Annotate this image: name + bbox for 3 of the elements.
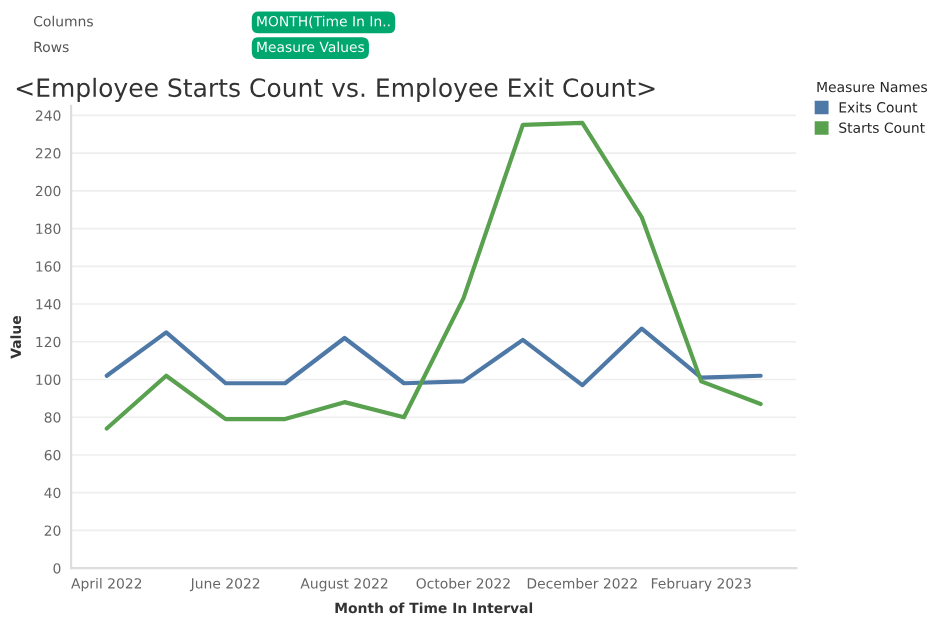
line-series [104, 120, 763, 431]
line-series [104, 326, 763, 388]
chart-title: <Employee Starts Count vs. Employee Exit Count> [16, 77, 655, 102]
